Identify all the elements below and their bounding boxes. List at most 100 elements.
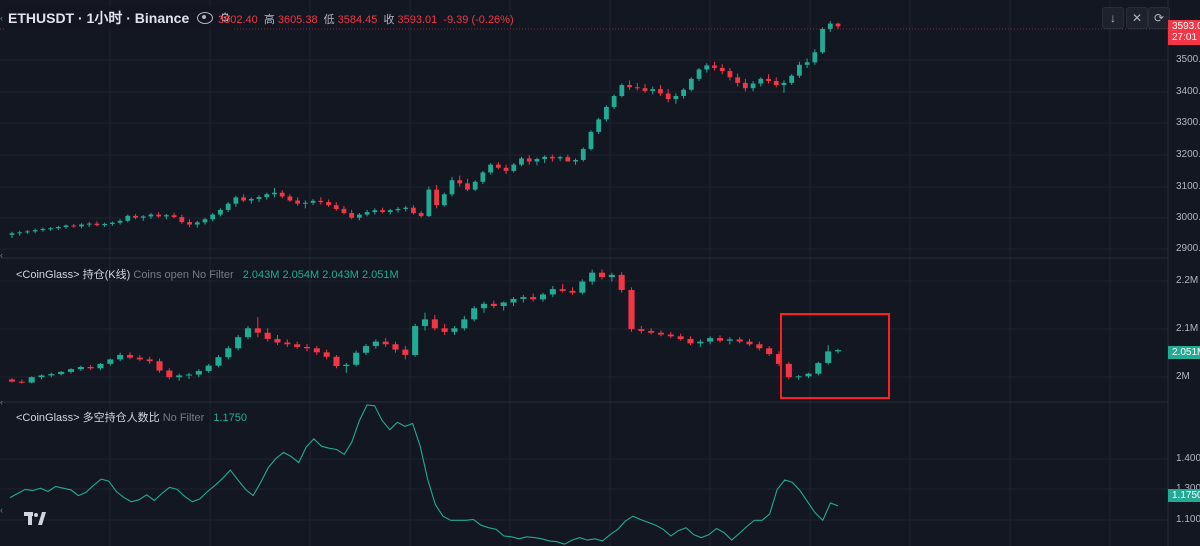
gear-icon[interactable]: ⚙ bbox=[219, 10, 231, 25]
chevron-left-icon[interactable]: ‹ bbox=[0, 397, 3, 407]
eye-icon[interactable] bbox=[197, 12, 214, 24]
restore-icon[interactable]: ⟳ bbox=[1148, 7, 1170, 29]
price-candle bbox=[789, 74, 795, 86]
oi-axis-label: 2.2M bbox=[1176, 275, 1199, 286]
highlight-rectangle[interactable] bbox=[780, 313, 890, 399]
oi-candle bbox=[461, 315, 468, 331]
oi-candle-body bbox=[176, 375, 183, 378]
price-candle-body bbox=[441, 194, 447, 206]
price-candle bbox=[387, 208, 393, 215]
price-candle bbox=[735, 73, 741, 87]
price-candle bbox=[287, 194, 293, 203]
oi-candle-body bbox=[598, 272, 606, 278]
price-candle bbox=[318, 197, 324, 205]
ls-ratio-name[interactable]: <CoinGlass> 多空持仓人数比 bbox=[16, 412, 160, 424]
oi-candle-body bbox=[569, 290, 576, 293]
symbol-title[interactable]: ETHUSDT · 1小时 · Binance bbox=[8, 10, 190, 26]
oi-candle bbox=[67, 368, 75, 374]
price-candle-body bbox=[318, 200, 324, 203]
price-candle-body bbox=[418, 213, 424, 217]
price-candle bbox=[611, 94, 617, 110]
oi-name[interactable]: <CoinGlass> 持仓(K线) bbox=[16, 269, 131, 281]
arrow-down-icon[interactable]: ↓ bbox=[1102, 7, 1124, 29]
oi-candle bbox=[264, 328, 271, 342]
oi-candle bbox=[530, 293, 537, 302]
open-interest-candles bbox=[8, 269, 842, 384]
ls-ratio-legend[interactable]: <CoinGlass> 多空持仓人数比 No Filter 1.1750 bbox=[16, 409, 247, 425]
price-candle-body bbox=[9, 233, 15, 235]
price-candle bbox=[372, 208, 378, 215]
price-candle-body bbox=[495, 164, 501, 168]
oi-candle bbox=[323, 349, 330, 360]
price-candle-body bbox=[218, 209, 223, 215]
oi-candle bbox=[598, 269, 606, 280]
ls-last-value-tag: 1.1750 bbox=[1168, 489, 1200, 502]
price-candle bbox=[557, 155, 563, 161]
price-candle bbox=[32, 228, 38, 234]
price-candle bbox=[627, 80, 632, 90]
oi-candle-body bbox=[834, 350, 842, 352]
symbol-legend[interactable]: ETHUSDT · 1小时 · Binance ⚙ bbox=[4, 6, 235, 30]
close-icon[interactable]: ✕ bbox=[1126, 7, 1148, 29]
ls-axis-label: 1.300 bbox=[1176, 483, 1200, 494]
oi-candle bbox=[539, 292, 547, 302]
price-candle-body bbox=[750, 83, 756, 89]
ohlc-close-label: 收 bbox=[383, 14, 395, 26]
oi-candle-body bbox=[559, 289, 566, 291]
oi-candle-body bbox=[28, 377, 35, 383]
chevron-left-icon[interactable]: ‹ bbox=[0, 13, 3, 23]
price-candle-body bbox=[140, 216, 146, 218]
price-candle bbox=[395, 207, 401, 213]
chevron-left-icon[interactable]: ‹ bbox=[0, 250, 3, 260]
oi-candle bbox=[284, 339, 291, 347]
oi-values: 2.043M 2.054M 2.043M 2.051M bbox=[242, 269, 399, 281]
oi-candle-body bbox=[520, 297, 527, 299]
ls-ratio-params: No Filter bbox=[162, 412, 205, 424]
price-candle-body bbox=[372, 210, 378, 213]
tradingview-logo-icon[interactable] bbox=[24, 512, 46, 528]
oi-candle bbox=[87, 364, 94, 371]
oi-candle bbox=[48, 372, 55, 378]
oi-candle bbox=[746, 338, 753, 347]
price-candle bbox=[426, 186, 432, 218]
oi-legend[interactable]: <CoinGlass> 持仓(K线) Coins open No Filter … bbox=[16, 266, 399, 282]
oi-candle bbox=[77, 365, 84, 371]
price-candle-body bbox=[797, 64, 802, 76]
price-candle bbox=[241, 194, 246, 203]
oi-candle bbox=[392, 341, 399, 353]
price-candles bbox=[9, 21, 841, 238]
price-candle-body bbox=[349, 213, 355, 218]
oi-candle bbox=[215, 354, 222, 368]
price-candle bbox=[619, 83, 625, 98]
oi-candle-body bbox=[510, 298, 517, 303]
oi-candle-body bbox=[333, 356, 340, 367]
price-candle-body bbox=[673, 96, 679, 100]
oi-candle-body bbox=[372, 341, 379, 347]
price-candle-body bbox=[125, 215, 131, 221]
price-candle bbox=[634, 82, 640, 91]
oi-candle-body bbox=[756, 344, 763, 349]
price-candle-body bbox=[789, 75, 795, 83]
price-candle bbox=[804, 58, 810, 68]
price-candle-body bbox=[248, 198, 254, 201]
price-candle-body bbox=[565, 157, 571, 162]
price-candle-body bbox=[634, 87, 640, 89]
oi-candle-body bbox=[67, 369, 75, 372]
price-candle bbox=[797, 61, 802, 78]
price-candle bbox=[781, 80, 787, 93]
oi-candle bbox=[18, 379, 25, 384]
oi-candle-body bbox=[146, 359, 153, 362]
price-candle bbox=[210, 213, 216, 222]
oi-candle bbox=[520, 294, 527, 303]
price-candle-body bbox=[86, 223, 92, 225]
chevron-left-icon[interactable]: ‹ bbox=[0, 505, 3, 515]
oi-candle bbox=[726, 337, 733, 345]
oi-candle bbox=[402, 346, 409, 360]
price-candle-body bbox=[727, 71, 733, 78]
oi-candle-body bbox=[451, 328, 458, 332]
price-candle-body bbox=[465, 183, 470, 190]
price-candle-body bbox=[241, 197, 246, 201]
price-candle-body bbox=[264, 194, 270, 198]
price-candle-body bbox=[735, 77, 741, 83]
